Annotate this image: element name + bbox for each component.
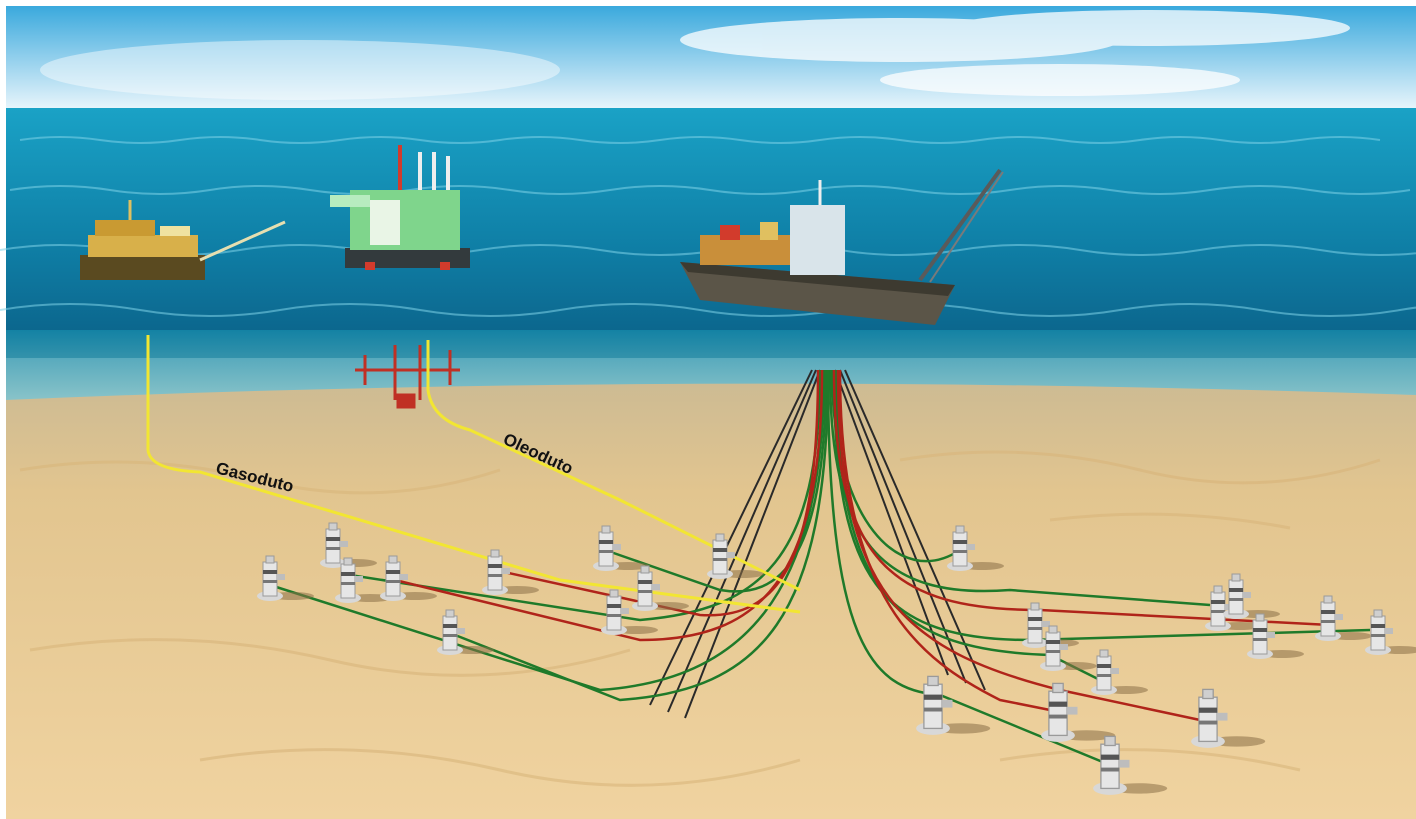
wellhead-tree bbox=[1041, 682, 1116, 742]
processing-platform bbox=[330, 145, 470, 270]
wellhead-tree bbox=[437, 609, 494, 655]
wellhead-tree bbox=[482, 549, 539, 595]
wellhead-tree bbox=[1205, 585, 1262, 631]
wellhead-tree bbox=[335, 557, 392, 603]
wellhead-tree bbox=[707, 533, 764, 579]
sea-surface bbox=[6, 108, 1416, 358]
wellhead-tree bbox=[1091, 649, 1148, 695]
wellhead-tree bbox=[632, 565, 689, 611]
wellhead-tree bbox=[257, 555, 314, 601]
oil-pipeline-line bbox=[426, 340, 801, 592]
wellhead-tree bbox=[947, 525, 1004, 571]
subsea-manifold bbox=[355, 345, 460, 409]
production-platform-left bbox=[80, 200, 286, 280]
wellhead-tree bbox=[1365, 609, 1416, 655]
fpso-ship bbox=[680, 168, 1004, 325]
wellhead-tree bbox=[1093, 735, 1168, 795]
wellheads bbox=[257, 522, 1416, 795]
gas-pipeline-line bbox=[146, 335, 801, 614]
pipelines-yellow bbox=[146, 335, 801, 614]
wellhead-tree bbox=[1191, 688, 1266, 748]
wellhead-tree bbox=[601, 589, 658, 635]
wellhead-tree bbox=[1315, 595, 1372, 641]
wellhead-tree bbox=[916, 675, 991, 735]
wellhead-tree bbox=[593, 525, 650, 571]
flowlines-red bbox=[394, 369, 1331, 722]
wellhead-tree bbox=[380, 555, 437, 601]
wellhead-tree bbox=[1040, 625, 1097, 671]
clouds bbox=[40, 10, 1350, 100]
wellhead-tree bbox=[1247, 613, 1304, 659]
